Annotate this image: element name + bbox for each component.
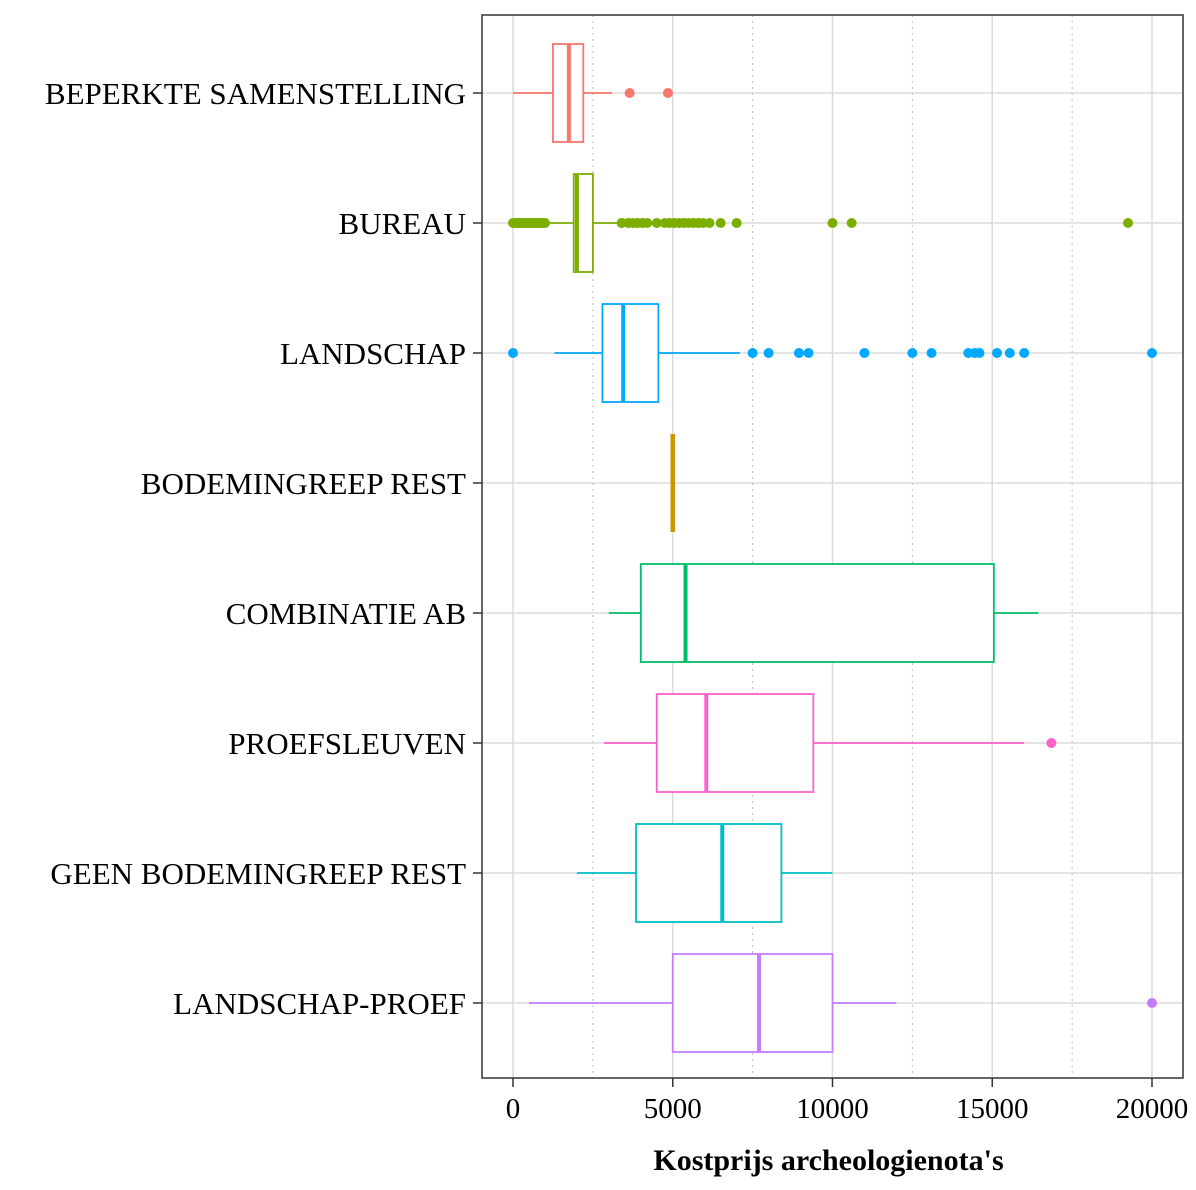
outlier-point — [1147, 998, 1157, 1008]
outlier-point — [731, 218, 742, 228]
x-axis: 0 5000 10000 15000 20000 — [506, 1078, 1189, 1125]
box-iqr — [601, 303, 660, 403]
outlier-point — [642, 218, 653, 228]
box-geen-bodemingreep-rest — [576, 823, 833, 923]
category-label: BUREAU — [339, 206, 466, 241]
x-tick-label: 10000 — [796, 1093, 869, 1125]
x-tick-label: 20000 — [1116, 1093, 1189, 1125]
outlier-point — [624, 88, 635, 98]
outlier-point — [907, 348, 918, 358]
outlier-point — [1046, 738, 1057, 748]
x-tick-label: 15000 — [956, 1093, 1029, 1125]
y-axis: BEPERKTE SAMENSTELLING BUREAU LANDSCHAP BOD… — [45, 76, 482, 1021]
box-combinatie-ab — [608, 563, 1039, 663]
outlier-point — [651, 218, 662, 228]
outlier-point — [992, 348, 1003, 358]
category-label: COMBINATIE AB — [226, 596, 466, 631]
box-landschap — [508, 303, 1157, 403]
outlier-point — [827, 218, 838, 228]
outlier-point — [508, 348, 518, 358]
category-label: BEPERKTE SAMENSTELLING — [45, 76, 466, 111]
x-tick-label: 5000 — [644, 1093, 702, 1125]
box-iqr — [635, 823, 783, 923]
outlier-point — [747, 348, 758, 358]
category-label: PROEFSLEUVEN — [228, 726, 466, 761]
box-proefsleuven — [604, 693, 1057, 793]
outlier-point — [763, 348, 774, 358]
box-iqr — [655, 693, 815, 793]
boxplot-series — [508, 43, 1157, 1053]
outlier-point — [974, 348, 985, 358]
category-label: LANDSCHAP-PROEF — [173, 986, 466, 1021]
box-beperkte-samenstelling — [513, 43, 673, 143]
category-label: LANDSCHAP — [280, 336, 466, 371]
outlier-point — [662, 88, 673, 98]
outlier-point — [846, 218, 857, 228]
category-label: BODEMINGREEP REST — [141, 466, 466, 501]
outlier-point — [793, 348, 804, 358]
x-tick-label: 0 — [506, 1093, 521, 1125]
box-iqr — [671, 953, 834, 1053]
outlier-point — [704, 218, 715, 228]
outlier-point — [1123, 218, 1134, 228]
outlier-point — [1147, 348, 1157, 358]
outlier-point — [539, 218, 550, 228]
box-landschap-proef — [528, 953, 1157, 1053]
box-bureau — [508, 173, 1134, 273]
box-iqr — [639, 563, 995, 663]
outlier-point — [803, 348, 814, 358]
outlier-point — [859, 348, 870, 358]
outlier-point — [926, 348, 937, 358]
outlier-point — [715, 218, 726, 228]
x-axis-title: Kostprijs archeologienota's — [653, 1144, 1003, 1177]
outlier-point — [1019, 348, 1030, 358]
outlier-point — [1004, 348, 1015, 358]
category-label: GEEN BODEMINGREEP REST — [50, 856, 466, 891]
